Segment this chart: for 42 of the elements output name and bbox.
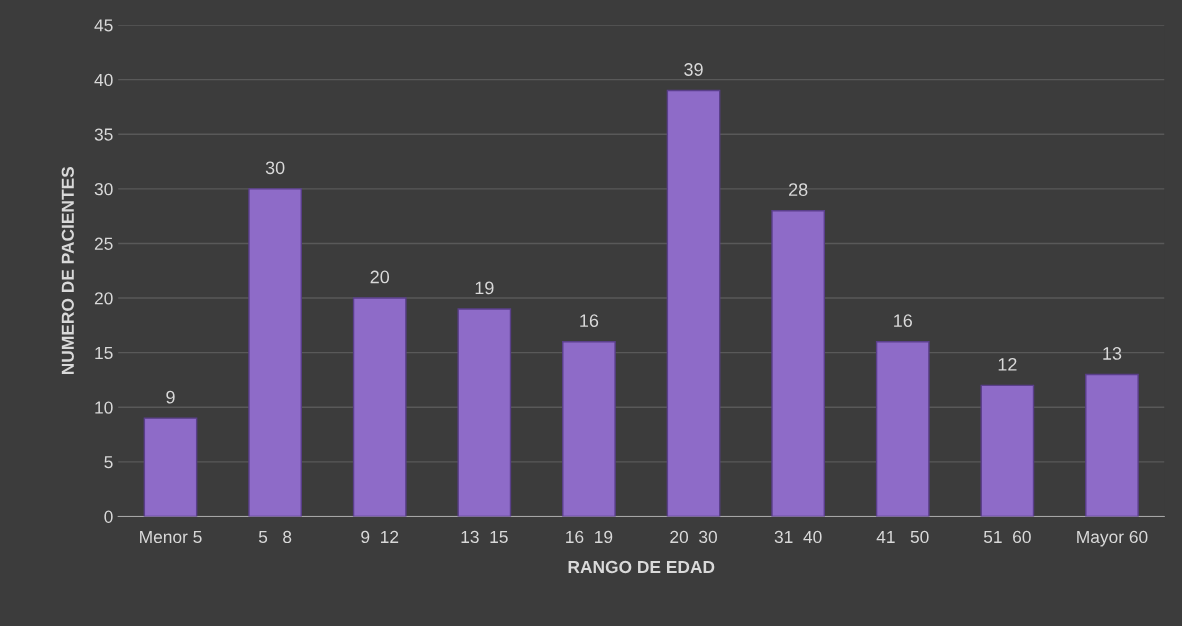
data-label: 12 (998, 357, 1017, 371)
data-label: 28 (789, 183, 808, 196)
bar (143, 417, 198, 517)
x-tick-label: 9 12 (361, 530, 399, 544)
y-tick-label: 35 (94, 128, 113, 141)
y-axis-title: NUMERO DE PACIENTES (61, 166, 74, 375)
x-tick-label: 5 8 (258, 530, 292, 544)
data-label: 16 (894, 314, 912, 328)
data-label: 19 (475, 281, 494, 295)
data-label: 39 (684, 63, 703, 76)
y-tick-label: 25 (94, 237, 113, 250)
y-tick-label: 30 (94, 183, 113, 196)
y-tick-label: 45 (94, 19, 113, 32)
x-tick-label: Mayor 60 (1077, 530, 1148, 547)
y-tick-label: 0 (104, 510, 113, 523)
bar (771, 209, 825, 517)
x-tick-label: 16 19 (566, 530, 613, 544)
y-tick-label: 15 (95, 346, 113, 360)
y-tick-label: 20 (94, 292, 113, 305)
x-tick-label: 41 50 (876, 530, 929, 544)
bar (562, 341, 616, 517)
bar (666, 89, 721, 517)
y-tick-label: 40 (94, 73, 113, 87)
data-label: 13 (1103, 347, 1122, 360)
data-label: 16 (580, 314, 599, 328)
bar (248, 188, 302, 517)
bar (1085, 373, 1139, 517)
data-label: 20 (370, 270, 390, 284)
data-label: 30 (265, 161, 285, 175)
x-tick-label: 20 30 (670, 530, 717, 544)
bar (457, 308, 512, 517)
x-tick-label: 51 60 (983, 530, 1031, 544)
bar (980, 384, 1035, 517)
x-tick-label: 31 40 (774, 530, 822, 544)
x-axis-title: RANGO DE EDAD (568, 560, 715, 574)
x-tick-label: Menor 5 (140, 530, 202, 544)
y-tick-label: 10 (95, 401, 113, 414)
bar (875, 341, 930, 517)
x-tick-label: 13 15 (461, 530, 508, 544)
bar (352, 297, 407, 517)
data-label: 9 (166, 390, 175, 404)
y-tick-label: 5 (104, 456, 113, 469)
